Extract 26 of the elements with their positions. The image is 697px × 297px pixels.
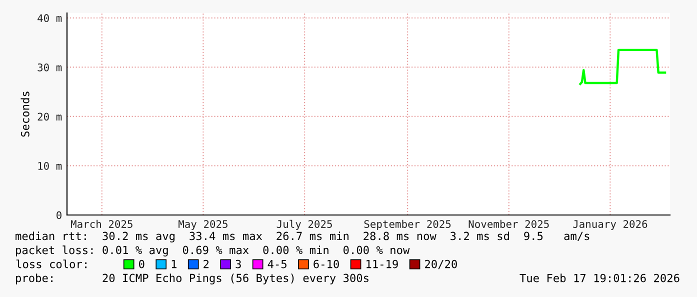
y-tick-label: 10 m bbox=[38, 162, 62, 170]
legend-label: 2 bbox=[204, 260, 209, 268]
y-tick-label: 20 m bbox=[38, 112, 62, 121]
text: Tue Feb 17 19:01:26 2026 bbox=[520, 274, 680, 282]
legend-label: 11-19 bbox=[366, 260, 398, 268]
line-series bbox=[579, 48, 666, 86]
legend-label: 20/20 bbox=[425, 260, 457, 270]
legend-label: 1 bbox=[172, 260, 176, 268]
legend-label: 6-10 bbox=[314, 260, 339, 268]
legend-label: 3 bbox=[236, 260, 241, 268]
x-tick-label: May 2025 bbox=[178, 220, 228, 230]
text: packet loss: 0.01 % avg 0.69 % max 0.00 % min 0.00 % now bbox=[16, 246, 410, 256]
legend-label: 4-5 bbox=[268, 260, 286, 268]
y-tick-label: 30 m bbox=[38, 63, 62, 72]
y-tick-label: 0 bbox=[56, 211, 62, 220]
x-tick-label: July 2025 bbox=[276, 220, 332, 230]
text: probe: 20 ICMP Echo Pings (56 Bytes) every 300s bbox=[16, 274, 368, 284]
legend-label: 0 bbox=[139, 260, 144, 268]
x-tick-label: January 2026 bbox=[573, 220, 648, 230]
legend-title: loss color: bbox=[16, 260, 86, 268]
x-tick-label: November 2025 bbox=[468, 220, 549, 228]
x-tick-label: March 2025 bbox=[70, 220, 132, 228]
x-tick-label: September 2025 bbox=[364, 220, 451, 230]
y-tick-label: 40 m bbox=[38, 14, 62, 22]
text: median rtt: 30.2 ms avg 33.4 ms max 26.7 ms min 28.8 ms now 3.2 ms sd 9.5 am/s bbox=[16, 232, 590, 242]
y-axis-title: Seconds bbox=[20, 92, 30, 137]
